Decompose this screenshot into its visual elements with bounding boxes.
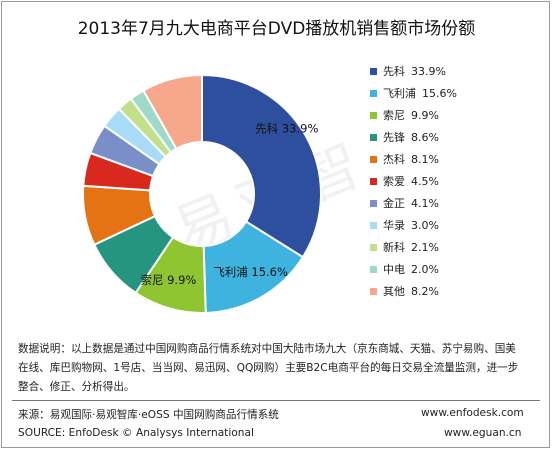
footer-divider (12, 400, 540, 401)
legend-item-索爱: 索爱 4.5% (370, 174, 439, 188)
legend-label: 先科 (383, 65, 405, 78)
legend-swatch (370, 265, 377, 273)
legend-label: 索爱 (383, 175, 405, 188)
legend-label: 索尼 (383, 109, 405, 122)
legend-item-金正: 金正 4.1% (370, 196, 439, 210)
legend-swatch (370, 177, 377, 185)
legend-swatch (370, 243, 377, 251)
source-cn: 来源：易观国际·易观智库·eOSS 中国网购商品行情系统 (18, 409, 279, 421)
data-note-line-2: 在线、库巴购物网、1号店、当当网、易迅网、QQ网购）主要B2C电商平台的每日交易… (18, 362, 519, 374)
slice-label-飞利浦: 飞利浦 15.6% (213, 265, 288, 279)
site-url-enfodesk: www.enfodesk.com (421, 407, 524, 419)
legend-label: 杰科 (383, 153, 405, 166)
legend-value: 8.6% (411, 130, 439, 144)
legend-swatch (370, 199, 377, 207)
legend-value: 15.6% (422, 86, 457, 100)
chart-title: 2013年7月九大电商平台DVD播放机销售额市场份额 (77, 19, 476, 39)
legend-item-中电: 中电 2.0% (370, 262, 439, 276)
legend-swatch (370, 67, 377, 75)
legend-item-杰科: 杰科 8.1% (370, 152, 439, 166)
legend-swatch (370, 221, 377, 229)
legend-label: 其他 (383, 285, 405, 298)
slice-先科 (201, 73, 322, 259)
legend-swatch (370, 287, 377, 295)
data-note-line-1: 数据说明：以上数据是通过中国网购商品行情系统对中国大陆市场九大（京东商城、天猫、… (18, 343, 516, 355)
legend-label: 飞利浦 (383, 87, 416, 100)
slice-label-索尼: 索尼 9.9% (140, 273, 196, 287)
legend-value: 4.5% (411, 174, 439, 188)
legend-value: 9.9% (411, 108, 439, 122)
slice-label-先科: 先科 33.9% (255, 122, 318, 136)
legend-item-先锋: 先锋 8.6% (370, 130, 439, 144)
legend-swatch (370, 89, 377, 97)
data-note-line-3: 整合、修正、分析得出。 (18, 381, 135, 393)
legend-item-华录: 华录 3.0% (370, 218, 439, 232)
legend-value: 3.0% (411, 218, 439, 232)
legend-swatch (370, 155, 377, 163)
legend-item-索尼: 索尼 9.9% (370, 108, 439, 122)
slice-其他 (142, 73, 203, 151)
legend-value: 4.1% (411, 196, 439, 210)
legend-item-新科: 新科 2.1% (370, 240, 439, 254)
legend-label: 华录 (383, 219, 405, 232)
legend-label: 中电 (383, 263, 405, 276)
legend-value: 33.9% (411, 64, 446, 78)
legend-value: 8.2% (411, 284, 439, 298)
legend-swatch (370, 133, 377, 141)
data-note: 数据说明：以上数据是通过中国网购商品行情系统对中国大陆市场九大（京东商城、天猫、… (18, 340, 538, 397)
legend-label: 金正 (383, 197, 405, 210)
legend-item-飞利浦: 飞利浦 15.6% (370, 86, 457, 100)
legend-value: 8.1% (411, 152, 439, 166)
legend-label: 先锋 (383, 131, 405, 144)
legend-label: 新科 (383, 241, 405, 254)
site-url-eguan: www.eguan.cn (444, 427, 522, 439)
source-en: SOURCE: EnfoDesk © Analysys Internationa… (18, 427, 254, 439)
legend-item-先科: 先科 33.9% (370, 64, 446, 78)
legend-value: 2.1% (411, 240, 439, 254)
legend-value: 2.0% (411, 262, 439, 276)
legend-swatch (370, 111, 377, 119)
legend-item-其他: 其他 8.2% (370, 284, 439, 298)
